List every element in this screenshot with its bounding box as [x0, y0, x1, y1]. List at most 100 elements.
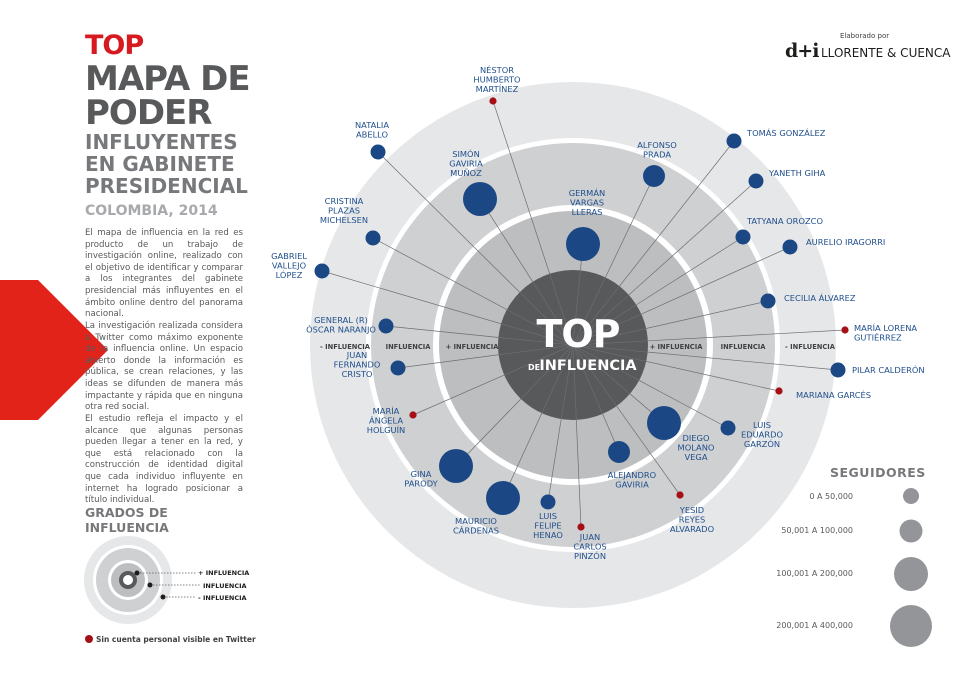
- center-de: DE: [528, 363, 540, 372]
- node-label-line: HENAO: [533, 530, 563, 540]
- ring-label-left-mid: INFLUENCIA: [386, 343, 432, 351]
- grados-core-hole: [123, 575, 133, 585]
- grados-label-plus: + INFLUENCIA: [198, 569, 249, 577]
- followers-bin-circle-1: [899, 519, 923, 543]
- elaborated-by: Elaborado por: [840, 32, 890, 40]
- ring-label-right-inner: + INFLUENCIA: [650, 343, 704, 351]
- spoke-simon: [479, 198, 574, 346]
- node-label-mauricio: MAURICIO CÁRDENAS: [453, 516, 499, 536]
- node-cristina[interactable]: [365, 230, 381, 246]
- node-label-pilar: PILAR CALDERÓN: [852, 364, 925, 375]
- node-maria_lorena[interactable]: [841, 326, 849, 334]
- node-label-line: VALLEJO: [272, 261, 307, 271]
- grados-legend-graphic: + INFLUENCIA INFLUENCIA - INFLUENCIA: [84, 536, 249, 624]
- spoke-pilar: [572, 344, 839, 371]
- node-label-line: TOMÁS GONZÁLEZ: [746, 127, 826, 138]
- node-label-line: PLAZAS: [328, 206, 360, 216]
- node-label-maria_angela: MARÍA ÁNGELA HOLGUÍN: [367, 405, 406, 435]
- node-maria_angela[interactable]: [409, 411, 417, 419]
- node-label-line: MARÍA: [373, 405, 400, 416]
- node-luis_eduardo[interactable]: [720, 420, 736, 436]
- node-label-line: ÁNGELA: [369, 415, 403, 426]
- node-label-line: MUÑOZ: [450, 168, 482, 178]
- node-label-line: GAVIRIA: [449, 159, 483, 169]
- red-arrow-pointer: [38, 280, 108, 420]
- followers-bin-label-2: 100,001 A 200,000: [776, 569, 853, 578]
- followers-legend-graphic: [890, 488, 932, 647]
- node-label-cecilia: CECILIA ÁLVAREZ: [784, 292, 856, 303]
- followers-bin-circle-0: [903, 488, 919, 504]
- node-natalia[interactable]: [370, 144, 386, 160]
- node-label-gina: GINA PARODY: [404, 469, 438, 489]
- spoke-diego: [572, 344, 665, 424]
- node-label-luis_felipe: LUIS FELIPE HENAO: [533, 511, 563, 540]
- spoke-mariana: [572, 344, 780, 392]
- node-tomas[interactable]: [726, 133, 742, 149]
- node-nestor[interactable]: [489, 97, 497, 105]
- node-label-line: GARZÓN: [744, 438, 780, 449]
- node-label-line: YESID: [679, 505, 704, 515]
- spoke-nestor: [492, 100, 574, 346]
- spoke-luis_felipe: [547, 344, 574, 503]
- followers-bin-circle-3: [890, 605, 932, 647]
- node-label-tomas: TOMÁS GONZÁLEZ: [746, 127, 826, 138]
- brand-logo-mark: d+i: [785, 40, 819, 62]
- node-label-line: MOLANO: [678, 443, 715, 453]
- spoke-naranjo: [385, 325, 574, 346]
- node-label-line: JUAN: [346, 350, 367, 360]
- node-german[interactable]: [566, 227, 600, 261]
- node-tatyana[interactable]: [735, 229, 751, 245]
- node-mauricio[interactable]: [486, 481, 520, 515]
- node-juan_fernando[interactable]: [390, 360, 406, 376]
- node-label-line: NATALIA: [355, 120, 389, 130]
- node-cecilia[interactable]: [760, 293, 776, 309]
- spoke-yaneth: [572, 180, 757, 346]
- node-label-juan_fernando: JUAN FERNANDO CRISTO: [334, 350, 381, 379]
- node-naranjo[interactable]: [378, 318, 394, 334]
- node-gabriel[interactable]: [314, 263, 330, 279]
- grados-pin-plus: [134, 570, 140, 576]
- red-arrow-block: [0, 280, 38, 420]
- node-label-line: ABELLO: [356, 130, 389, 140]
- node-alfonso[interactable]: [643, 165, 665, 187]
- title-top: TOP: [85, 30, 144, 61]
- node-label-line: GERMÁN: [569, 187, 605, 198]
- node-juan_carlos[interactable]: [577, 523, 585, 531]
- node-label-naranjo: GENERAL (R) ÓSCAR NARANJO: [306, 315, 376, 335]
- node-aurelio[interactable]: [782, 239, 798, 255]
- node-label-cristina: CRISTINA PLAZAS MICHELSEN: [320, 196, 368, 225]
- node-label-line: ALEJANDRO: [608, 470, 657, 480]
- node-luis_felipe[interactable]: [540, 494, 556, 510]
- node-label-line: HOLGUÍN: [367, 424, 406, 435]
- spoke-alejandro: [572, 344, 620, 453]
- node-diego[interactable]: [647, 406, 681, 440]
- grados-pin-mid: [147, 582, 153, 588]
- ring-label-right-outer: - INFLUENCIA: [785, 343, 836, 351]
- node-label-diego: DIEGO MOLANO VEGA: [678, 433, 715, 462]
- node-gina[interactable]: [439, 449, 473, 483]
- node-label-line: PINZÓN: [574, 550, 606, 561]
- node-label-line: LLERAS: [572, 207, 603, 217]
- node-yesid[interactable]: [676, 491, 684, 499]
- node-pilar[interactable]: [830, 362, 846, 378]
- node-yaneth[interactable]: [748, 173, 764, 189]
- node-mariana[interactable]: [775, 387, 783, 395]
- node-label-mariana: MARIANA GARCÉS: [796, 389, 871, 400]
- spoke-maria_lorena: [572, 329, 846, 346]
- no-account-dot-icon: [85, 635, 93, 643]
- node-simon[interactable]: [463, 182, 497, 216]
- node-label-line: CARLOS: [573, 542, 606, 552]
- node-alejandro[interactable]: [608, 441, 630, 463]
- intro-paragraph: El mapa de influencia en la red es produ…: [85, 228, 243, 320]
- spoke-aurelio: [572, 246, 791, 346]
- node-label-yesid: YESID REYES ALVARADO: [670, 505, 715, 534]
- grados-title-line-2: INFLUENCIA: [85, 520, 169, 535]
- node-label-line: GENERAL (R): [314, 315, 368, 325]
- node-label-gabriel: GABRIEL VALLEJO LÓPEZ: [271, 251, 307, 280]
- spoke-juan_carlos: [572, 344, 582, 528]
- spokes: [321, 100, 846, 528]
- title-line-1: MAPA DE: [85, 59, 251, 99]
- node-label-alfonso: ALFONSO PRADA: [637, 140, 677, 160]
- spoke-cecilia: [572, 300, 769, 346]
- ring-label-right-mid: INFLUENCIA: [721, 343, 767, 351]
